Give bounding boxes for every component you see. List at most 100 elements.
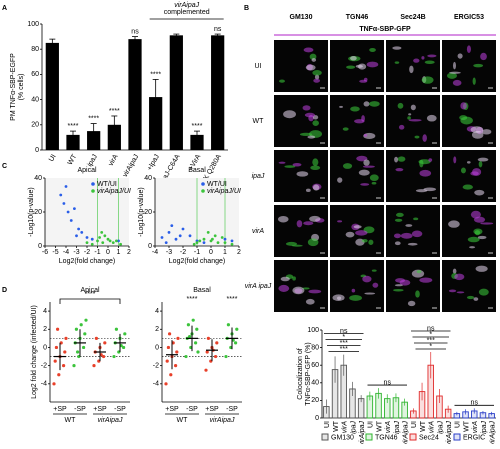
signal (350, 55, 357, 61)
signal (332, 294, 345, 302)
x-tick-label: +SP (165, 406, 179, 413)
x-tick-label: +SP (93, 406, 107, 413)
x-tick-label: -SP (74, 406, 86, 413)
point (74, 327, 78, 331)
significance: ns (384, 379, 392, 386)
point (220, 236, 224, 239)
x-tick-label: ipaJ (87, 153, 99, 168)
x-tick-label: 1 (117, 249, 121, 256)
significance: ns (427, 325, 435, 332)
y-tick-label: 80 (311, 344, 319, 351)
significance: ns (471, 400, 479, 407)
panel-label: D (2, 287, 7, 294)
point (94, 336, 98, 340)
x-axis-label: Log2(fold change) (169, 258, 225, 265)
significance: *** (340, 340, 348, 347)
point (174, 237, 178, 241)
column-header: GM130 (290, 14, 313, 21)
y-tick-label: 40 (144, 175, 152, 182)
column-header: Sec24B (400, 14, 425, 21)
signal (360, 183, 370, 186)
signal (475, 265, 488, 272)
point (64, 185, 68, 188)
x-tick-label: 2 (127, 249, 131, 256)
micrograph (442, 150, 496, 202)
x-tick-label: +SP (53, 406, 67, 413)
point (63, 350, 67, 354)
x-tick-label: virA (429, 421, 436, 433)
point (112, 354, 116, 359)
signal (480, 222, 494, 225)
point (69, 219, 73, 222)
significance: **** (68, 123, 79, 130)
x-tick-label: virA (108, 153, 120, 167)
signal (473, 297, 479, 301)
signal (407, 242, 418, 246)
legend-label: Sec24 (419, 434, 439, 441)
overlay-label: TNFα-SBP-GFP (359, 26, 411, 33)
significance: * (429, 343, 432, 350)
x-tick-label: -2 (180, 249, 186, 256)
y-tick-label: 0 (38, 243, 42, 250)
point (101, 241, 105, 245)
signal (480, 52, 487, 61)
point (175, 350, 179, 354)
x-tick-label: WT (463, 420, 470, 432)
point (117, 239, 120, 243)
signal (477, 235, 487, 240)
signal (413, 58, 420, 63)
signal (419, 277, 433, 283)
signal (371, 269, 377, 272)
signal (337, 177, 343, 183)
point (169, 373, 173, 377)
signal (361, 239, 368, 243)
group-label: WT (65, 417, 77, 424)
x-tick-label: -5 (52, 249, 58, 256)
y-axis-label: -Log10(p-value) (28, 187, 35, 236)
x-tick-label: -SP (226, 406, 238, 413)
signal (362, 275, 372, 283)
point (230, 242, 234, 246)
signal (307, 135, 316, 139)
row-label: virA ipaJ (245, 283, 272, 290)
y-axis-label: (% cells) (18, 74, 25, 101)
signal (303, 221, 314, 226)
point (62, 202, 66, 205)
point (164, 241, 168, 245)
signal (339, 105, 343, 108)
signal (473, 63, 484, 68)
point (195, 241, 199, 245)
signal (473, 228, 483, 235)
bar (211, 35, 225, 151)
signal (284, 165, 296, 168)
y-tick-label: 0 (148, 243, 152, 250)
signal (394, 218, 403, 222)
point (85, 241, 89, 245)
group-label: virAipaJ (174, 2, 199, 9)
y-axis-label: -Log10(p-value) (138, 187, 145, 236)
significance: **** (88, 115, 99, 122)
signal (452, 268, 457, 274)
point (90, 237, 94, 241)
signal (454, 273, 465, 281)
signal (424, 60, 435, 65)
legend-marker (91, 189, 95, 193)
point (106, 237, 110, 241)
point (79, 323, 83, 327)
chart-title: Apical (80, 287, 100, 294)
point (54, 345, 59, 350)
signal (371, 181, 377, 185)
significance: * (342, 334, 345, 341)
legend-swatch (453, 433, 461, 441)
point (188, 234, 192, 238)
chart-title: Basal (193, 287, 211, 294)
x-tick-label: virAipaJ (446, 421, 453, 444)
signal (398, 124, 405, 130)
point (224, 354, 228, 359)
x-tick-label: -1 (94, 249, 100, 256)
signal (466, 295, 475, 300)
signal (467, 236, 480, 243)
bar (190, 134, 204, 150)
point (92, 364, 96, 368)
point (235, 327, 239, 331)
